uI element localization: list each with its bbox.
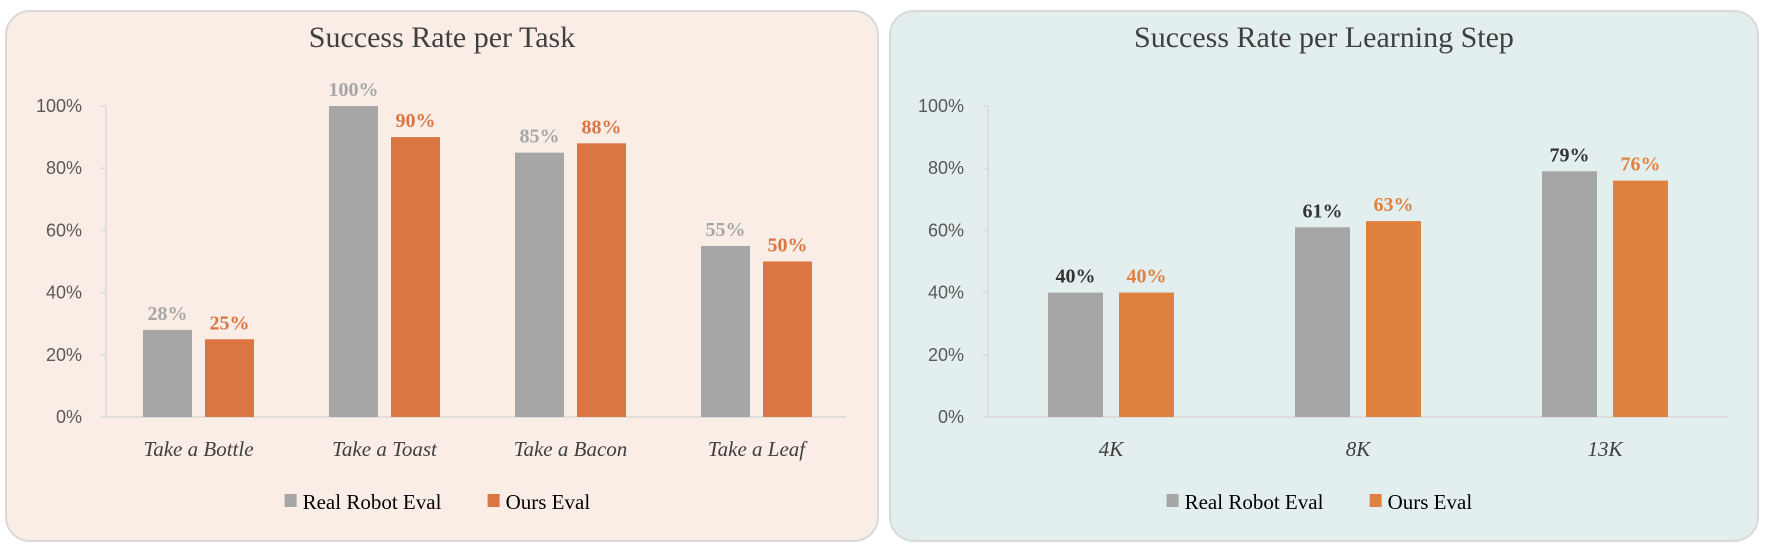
data-label: 90% [396, 110, 436, 132]
bar-ours-eval [577, 143, 626, 417]
y-tick-label: 80% [46, 158, 82, 178]
data-label: 55% [706, 219, 746, 241]
y-tick-label: 100% [36, 96, 82, 116]
legend-swatch [1369, 494, 1382, 507]
data-label: 79% [1550, 144, 1590, 166]
bar-ours-eval [391, 137, 440, 417]
chart-title: Success Rate per Learning Step [1134, 21, 1514, 54]
data-label: 61% [1303, 200, 1343, 222]
y-tick-label: 20% [928, 345, 964, 365]
bar-ours-eval [1613, 180, 1668, 417]
legend-label: Real Robot Eval [303, 490, 442, 514]
y-tick-label: 60% [928, 220, 964, 240]
legend-label: Real Robot Eval [1185, 490, 1324, 514]
y-tick-label: 20% [46, 345, 82, 365]
data-label: 76% [1621, 154, 1661, 176]
x-category-label: Take a Bacon [514, 437, 628, 461]
data-label: 88% [582, 116, 622, 138]
legend: Real Robot Eval Ours Eval [1166, 490, 1473, 514]
data-label: 25% [210, 312, 250, 334]
bar-real-robot-eval [329, 106, 378, 417]
bar-real-robot-eval [1048, 292, 1103, 417]
chart-title: Success Rate per Task [309, 21, 575, 54]
x-category-label: Take a Leaf [708, 437, 808, 461]
y-tick-label: 60% [46, 220, 82, 240]
data-label: 40% [1127, 266, 1167, 288]
y-tick-label: 40% [928, 283, 964, 303]
data-label: 100% [329, 79, 379, 101]
bar-ours-eval [1119, 292, 1174, 417]
bar-ours-eval [763, 261, 812, 417]
x-category-label: 8K [1346, 437, 1372, 461]
x-category-label: 4K [1099, 437, 1125, 461]
bar-real-robot-eval [1295, 227, 1350, 417]
chart-panel-1: Success Rate per Task 0% 20% 40% 60% 80% 100% 2… [5, 10, 879, 542]
x-category-label: 13K [1587, 437, 1623, 461]
data-label: 28% [148, 303, 188, 325]
legend: Real Robot Eval Ours Eval [284, 490, 591, 514]
y-tick-label: 40% [46, 283, 82, 303]
bar-ours-eval [1366, 221, 1421, 417]
data-label: 85% [520, 126, 560, 148]
y-tick-label: 0% [938, 407, 964, 427]
y-tick-label: 80% [928, 158, 964, 178]
x-category-label: Take a Bottle [143, 437, 253, 461]
chart-panel-2: Success Rate per Learning Step 0% 20% 40% 60… [889, 10, 1759, 542]
bar-real-robot-eval [515, 152, 564, 417]
bar-real-robot-eval [701, 245, 750, 417]
y-tick-label: 100% [918, 96, 964, 116]
legend-swatch [284, 494, 297, 507]
legend-label: Ours Eval [506, 490, 591, 514]
data-label: 63% [1374, 194, 1414, 216]
x-category-label: Take a Toast [332, 437, 438, 461]
legend-label: Ours Eval [1388, 490, 1473, 514]
legend-swatch [487, 494, 500, 507]
legend-swatch [1166, 494, 1179, 507]
bar-real-robot-eval [143, 329, 192, 417]
bar-ours-eval [205, 339, 254, 417]
y-tick-label: 0% [56, 407, 82, 427]
bar-real-robot-eval [1542, 171, 1597, 417]
data-label: 50% [768, 235, 808, 257]
data-label: 40% [1056, 266, 1096, 288]
